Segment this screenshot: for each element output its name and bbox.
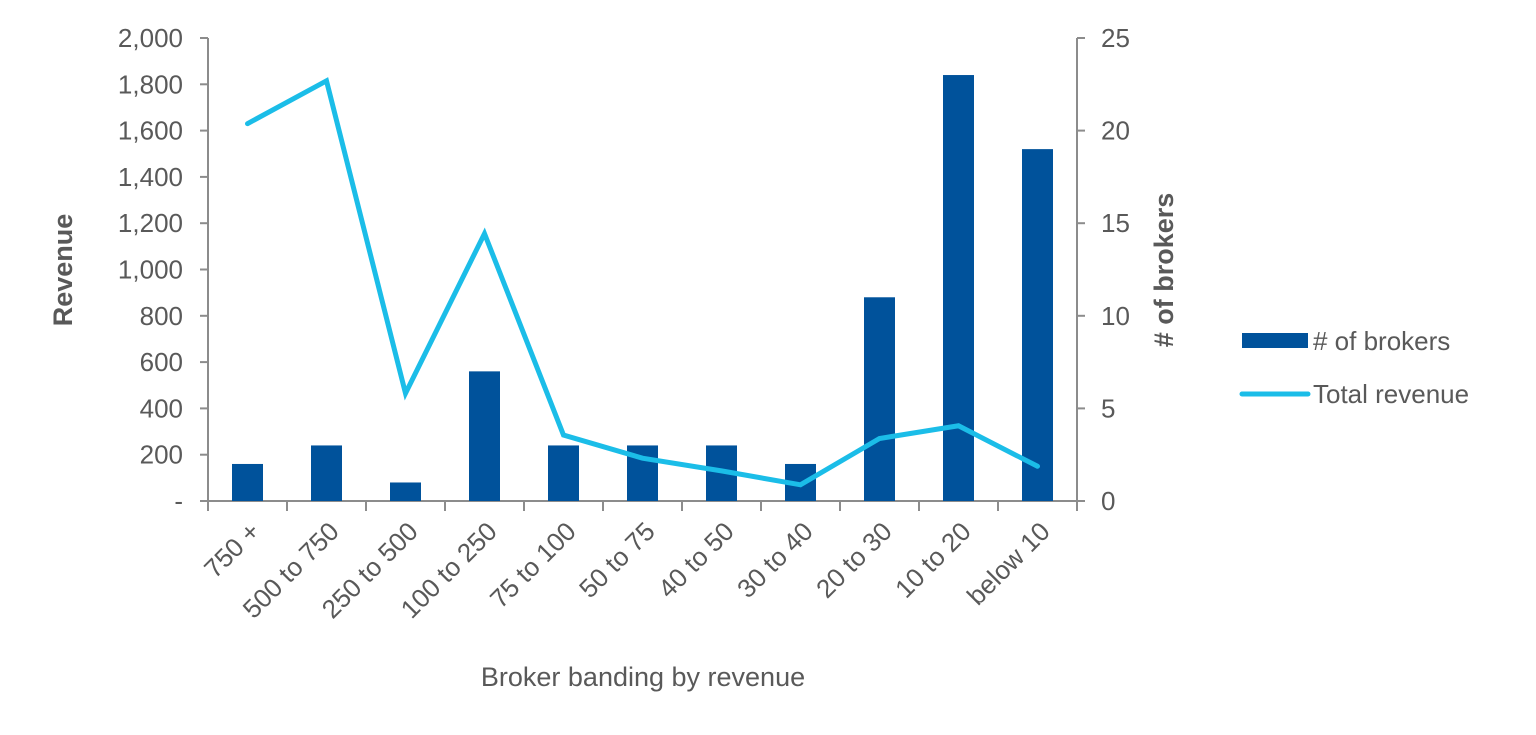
bar-series [232,75,1053,501]
line-point [958,425,959,427]
line-point [563,434,564,436]
y-tick-label: 1,800 [118,69,183,99]
y2-tick-label: 20 [1101,116,1130,146]
y-tick-label: 1,200 [118,208,183,238]
y-tick-label: 1,600 [118,116,183,146]
legend: # of brokers Total revenue [1239,326,1469,409]
line-point [247,123,248,125]
y2-tick-label: 15 [1101,208,1130,238]
y-tick-label: 200 [140,440,183,470]
y2-tick-label: 25 [1101,23,1130,53]
y-axis-title: Revenue [48,214,78,327]
line-point [642,457,643,459]
bar [864,297,895,501]
legend-bar-swatch [1242,333,1308,348]
x-tick-label: 30 to 40 [731,516,819,604]
line-series [245,77,1040,488]
x-tick-label: 750 + [198,516,266,584]
x-tick-label: 50 to 75 [573,516,661,604]
line-point [405,392,406,394]
bar [469,371,500,501]
y2-tick-label: 10 [1101,301,1130,331]
y2-tick-label: 5 [1101,393,1115,423]
x-tick-label: below 10 [961,516,1056,611]
line-point [326,80,327,82]
x-tick-label: 40 to 50 [652,516,740,604]
revenue-line [245,77,1040,488]
bar [1022,149,1053,501]
y-tick-label: 800 [140,301,183,331]
line-point [800,484,801,486]
bar [943,75,974,501]
legend-label-brokers: # of brokers [1313,326,1450,356]
y-tick-label: 2,000 [118,23,183,53]
bar [548,445,579,501]
x-axis-title: Broker banding by revenue [481,662,805,692]
line-point [484,233,485,235]
line-point [721,470,722,472]
y-tick-label: 1,000 [118,255,183,285]
y2-axis-title: # of brokers [1149,193,1179,348]
x-tick-label: 75 to 100 [484,516,582,614]
legend-label-revenue: Total revenue [1313,379,1469,409]
line-point [879,437,880,439]
y-tick-label: 600 [140,347,183,377]
y2-tick-label: 0 [1101,486,1115,516]
bar [390,482,421,501]
bar [232,463,263,501]
y-tick-label: 400 [140,393,183,423]
y-tick-label: 1,400 [118,162,183,192]
line-point [1037,465,1038,467]
y-tick-label: - [174,486,183,516]
x-tick-label: 20 to 30 [810,516,898,604]
bar [311,445,342,501]
